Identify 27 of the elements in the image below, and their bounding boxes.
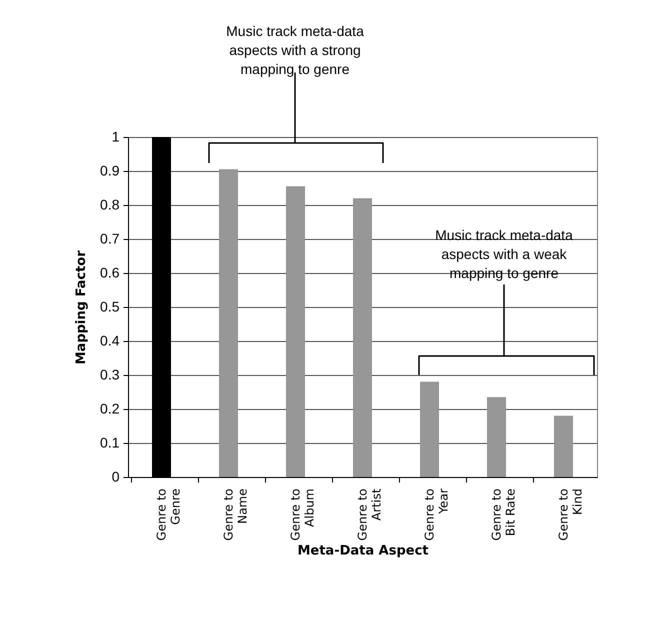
bar bbox=[219, 169, 238, 477]
x-tick-label: Genre to Artist bbox=[356, 488, 384, 541]
bar bbox=[353, 198, 372, 477]
x-tick-label: Genre to Kind bbox=[556, 488, 584, 541]
y-tick-label: 0.8 bbox=[100, 196, 120, 212]
x-tick-label: Genre to Year bbox=[422, 488, 450, 541]
y-tick-label: 0.2 bbox=[100, 400, 120, 416]
y-tick-label: 0.3 bbox=[100, 366, 120, 382]
bar bbox=[420, 382, 439, 477]
bar bbox=[487, 397, 506, 477]
y-tick-label: 0.5 bbox=[100, 298, 120, 314]
y-tick-label: 0.4 bbox=[100, 332, 120, 348]
bar bbox=[286, 186, 305, 477]
text: Music track meta-data aspects with a strong mapping to genre bbox=[226, 23, 364, 77]
y-axis-title: Mapping Factor bbox=[74, 250, 90, 365]
y-tick-label: 0 bbox=[112, 468, 120, 484]
x-tick-label: Genre to Bit Rate bbox=[490, 488, 518, 541]
x-tick-label: Genre to Name bbox=[222, 488, 250, 541]
x-tick-label: Genre to Album bbox=[288, 488, 316, 541]
bar bbox=[554, 416, 573, 477]
y-tick-label: 0.9 bbox=[100, 162, 120, 178]
y-tick-label: 0.1 bbox=[100, 434, 120, 450]
y-tick-label: 0.7 bbox=[100, 230, 120, 246]
y-tick-label: 0.6 bbox=[100, 264, 120, 280]
x-tick-label: Genre to Genre bbox=[154, 488, 182, 541]
y-tick-label: 1 bbox=[112, 128, 120, 144]
x-axis-title: Meta-Data Aspect bbox=[297, 544, 429, 559]
